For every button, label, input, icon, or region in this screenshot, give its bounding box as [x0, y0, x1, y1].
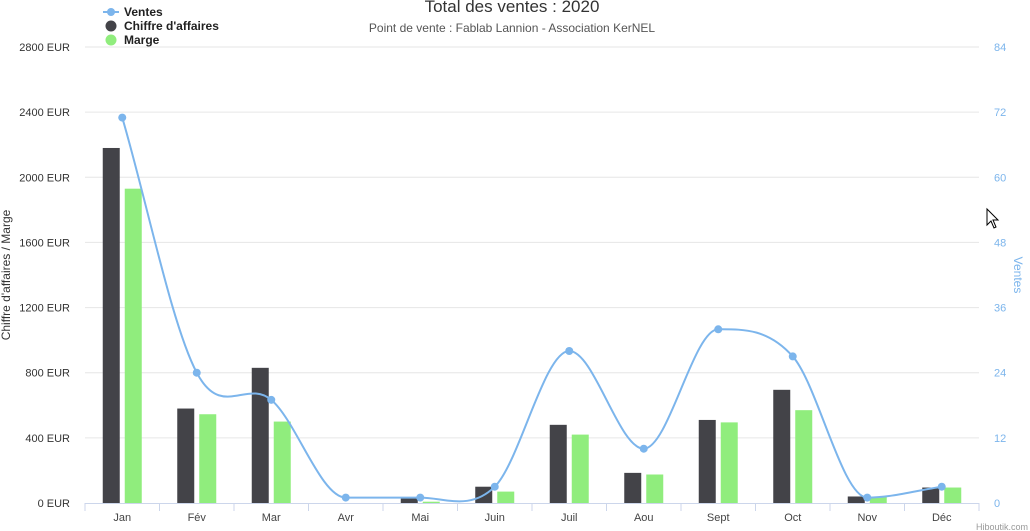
- y-right-tick-label: 36: [994, 303, 1006, 315]
- point-ventes[interactable]: [267, 395, 276, 404]
- point-ventes[interactable]: [490, 482, 499, 491]
- legend-label-chiffre: Chiffre d'affaires: [124, 19, 219, 33]
- y-left-tick-label: 2800 EUR: [19, 42, 70, 54]
- y-right-tick-label: 48: [994, 237, 1006, 249]
- legend-marker-ventes: [107, 8, 115, 16]
- point-ventes[interactable]: [937, 482, 946, 491]
- point-ventes[interactable]: [416, 493, 425, 502]
- legend: Ventes Chiffre d'affaires Marge: [94, 2, 226, 47]
- x-tick-label: Sept: [707, 512, 730, 524]
- bar-series: [102, 147, 962, 504]
- bar-chiffre-d-affaires[interactable]: [773, 389, 791, 503]
- bar-chiffre-d-affaires[interactable]: [400, 498, 418, 503]
- grid-lines: [85, 46, 979, 504]
- y-left-tick-label: 2000 EUR: [19, 172, 70, 184]
- legend-marker-chiffre: [105, 20, 117, 32]
- line-series: [118, 113, 946, 503]
- chart-title: Total des ventes : 2020: [425, 0, 600, 16]
- bar-marge[interactable]: [273, 421, 291, 503]
- y-left-tick-label: 800 EUR: [25, 368, 70, 380]
- x-tick-label: Aou: [634, 512, 654, 524]
- point-ventes[interactable]: [714, 325, 723, 334]
- x-tick-label: Juil: [561, 512, 578, 524]
- bar-chiffre-d-affaires[interactable]: [847, 496, 865, 503]
- y-left-axis-title: Chiffre d'affaires / Marge: [0, 209, 13, 340]
- bar-marge[interactable]: [869, 496, 887, 503]
- y-right-tick-label: 84: [994, 42, 1006, 54]
- point-ventes[interactable]: [565, 347, 574, 355]
- point-ventes[interactable]: [341, 493, 350, 502]
- y-right-tick-label: 24: [994, 368, 1006, 380]
- bar-marge[interactable]: [944, 487, 962, 503]
- x-axis-ticks: Jan Fév Mar Avr Mai Juin Juil Aou Sept Oct Nov Déc: [84, 503, 980, 524]
- bar-chiffre-d-affaires[interactable]: [624, 472, 642, 503]
- x-tick-label: Mar: [262, 512, 281, 524]
- chart-subtitle: Point de vente : Fablab Lannion - Associ…: [369, 21, 656, 35]
- mouse-cursor-icon: [986, 207, 1000, 229]
- bar-chiffre-d-affaires[interactable]: [177, 408, 195, 503]
- x-tick-label: Déc: [932, 512, 952, 524]
- point-ventes[interactable]: [788, 352, 797, 361]
- point-ventes[interactable]: [863, 493, 872, 502]
- y-left-tick-label: 400 EUR: [25, 433, 70, 445]
- bar-chiffre-d-affaires[interactable]: [698, 419, 716, 503]
- bar-marge[interactable]: [124, 188, 142, 503]
- y-right-tick-label: 60: [994, 172, 1006, 184]
- bar-marge[interactable]: [646, 474, 664, 504]
- x-tick-label: Fév: [188, 512, 207, 524]
- y-right-tick-label: 12: [994, 433, 1006, 445]
- point-ventes[interactable]: [192, 368, 201, 377]
- y-left-tick-label: 0 EUR: [38, 498, 70, 510]
- legend-item-ventes[interactable]: Ventes: [103, 5, 163, 19]
- y-right-tick-label: 72: [994, 107, 1006, 119]
- x-tick-label: Mai: [411, 512, 429, 524]
- legend-marker-marge: [105, 34, 117, 46]
- y-right-tick-label: 0: [994, 498, 1000, 510]
- bar-marge[interactable]: [422, 501, 440, 503]
- bar-chiffre-d-affaires[interactable]: [251, 367, 269, 503]
- bar-marge[interactable]: [720, 422, 738, 503]
- bar-chiffre-d-affaires[interactable]: [102, 147, 120, 503]
- bar-marge[interactable]: [199, 414, 217, 503]
- y-right-axis-title: Ventes: [1011, 257, 1025, 294]
- y-left-tick-label: 1600 EUR: [19, 237, 70, 249]
- point-ventes[interactable]: [118, 113, 127, 122]
- y-left-tick-label: 1200 EUR: [19, 303, 70, 315]
- legend-label-marge: Marge: [124, 33, 160, 47]
- x-tick-label: Avr: [338, 512, 355, 524]
- point-ventes[interactable]: [639, 444, 648, 453]
- credit-link[interactable]: Hiboutik.com: [976, 522, 1028, 531]
- line-ventes: [121, 117, 942, 503]
- x-tick-label: Nov: [857, 512, 877, 524]
- x-tick-label: Juin: [485, 512, 505, 524]
- x-tick-label: Jan: [113, 512, 131, 524]
- legend-item-marge[interactable]: Marge: [105, 33, 160, 47]
- y-left-tick-label: 2400 EUR: [19, 107, 70, 119]
- x-tick-label: Oct: [784, 512, 801, 524]
- bar-marge[interactable]: [571, 434, 589, 503]
- legend-label-ventes: Ventes: [124, 5, 163, 19]
- left-axis-ticks: 0 EUR 400 EUR 800 EUR 1200 EUR 1600 EUR 2000 …: [19, 42, 70, 510]
- bar-chiffre-d-affaires[interactable]: [922, 487, 940, 503]
- right-axis-ticks: 0 12 24 36 48 60 72 84: [994, 42, 1006, 510]
- bar-marge[interactable]: [497, 491, 515, 503]
- legend-item-chiffre[interactable]: Chiffre d'affaires: [105, 19, 220, 33]
- bar-marge[interactable]: [795, 410, 813, 503]
- bar-chiffre-d-affaires[interactable]: [549, 424, 567, 503]
